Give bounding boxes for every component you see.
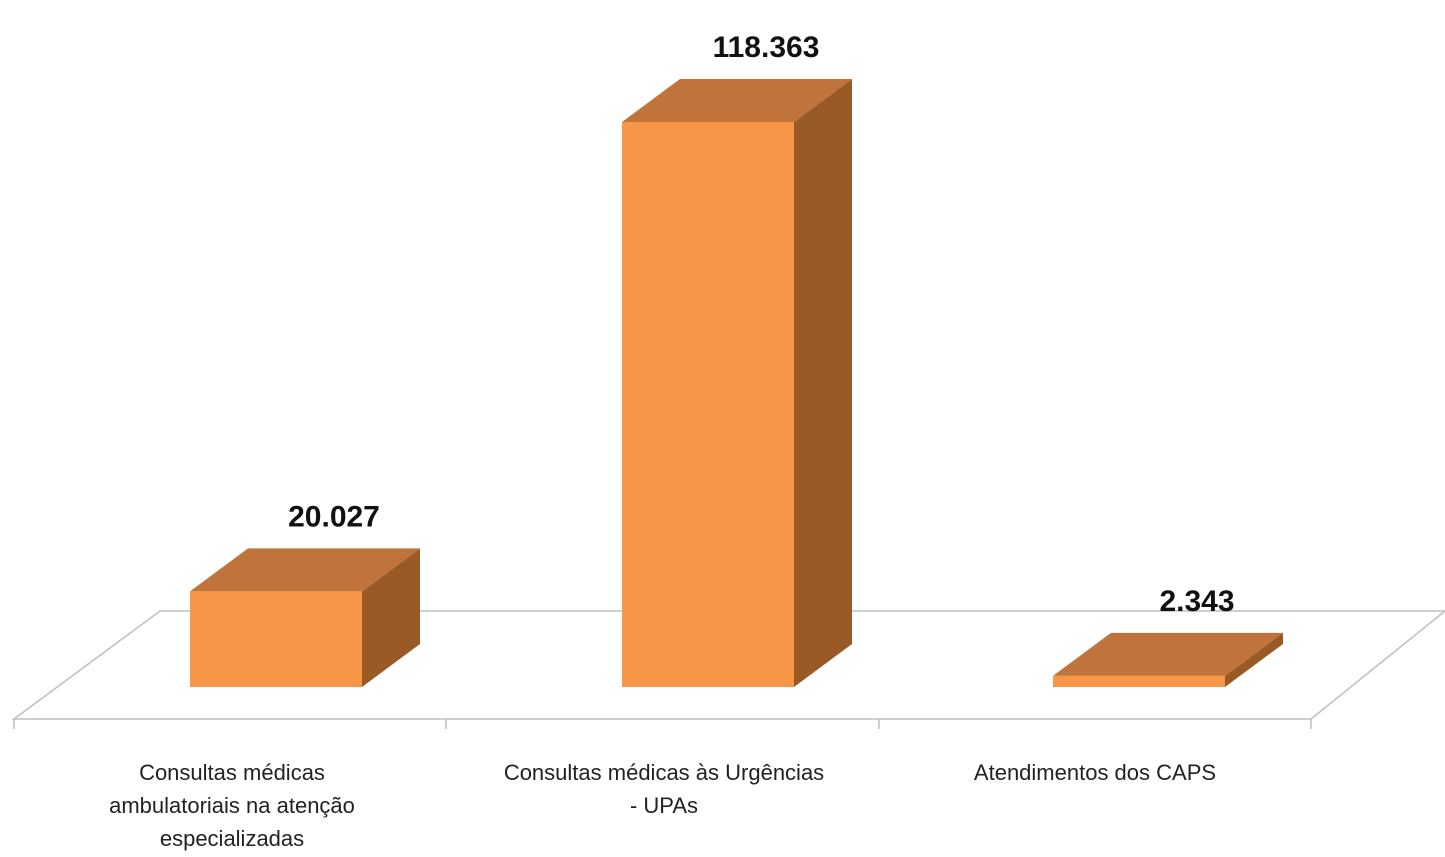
bar-top-face (622, 79, 852, 122)
value-labels-group: 20.027 118.363 2.343 (288, 31, 1234, 618)
bar-front-face (622, 122, 794, 687)
data-label: 2.343 (1159, 585, 1234, 618)
bar-side-face (362, 548, 420, 687)
bar (1053, 632, 1283, 687)
category-label-caps: Atendimentos dos CAPS (973, 760, 1217, 785)
bar-top-face (190, 548, 420, 592)
bar-side-face (1225, 632, 1283, 687)
category-label-upas: Consultas médicas às Urgências - UPAs (503, 760, 825, 818)
bar-side-face (794, 79, 852, 687)
category-label-ambulatoriais: Consultas médicas ambulatoriais na atenç… (109, 760, 355, 851)
bar-front-face (190, 591, 362, 687)
data-label: 118.363 (713, 31, 820, 64)
bar (622, 79, 852, 687)
bar-top-face (1053, 632, 1283, 676)
bar (190, 548, 420, 687)
chart-floor (11, 610, 1445, 729)
bars-group (190, 79, 1283, 687)
bar-front-face (1053, 675, 1225, 687)
data-label: 20.027 (288, 500, 380, 533)
